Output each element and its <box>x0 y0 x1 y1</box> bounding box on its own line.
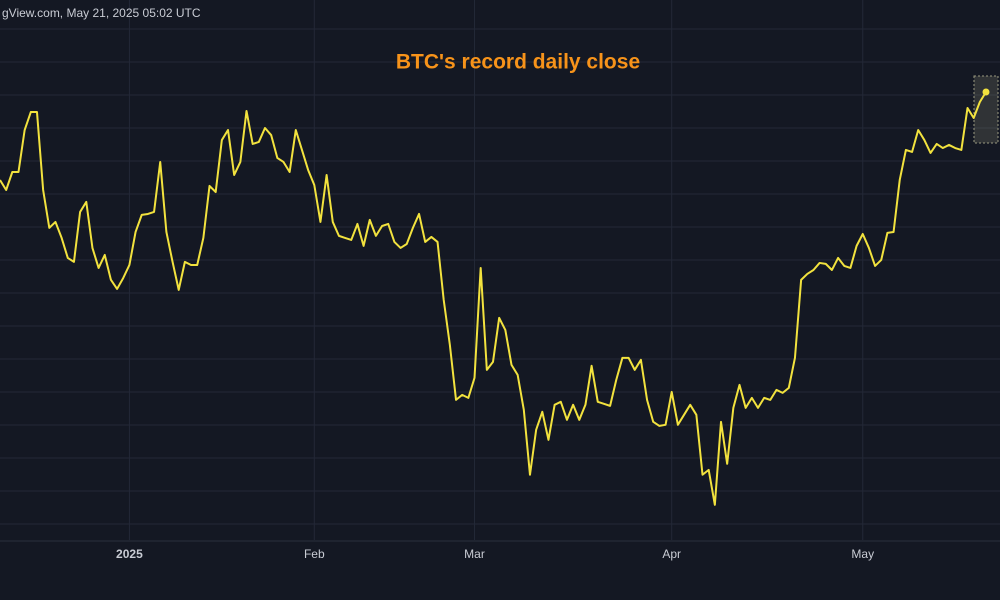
x-tick-label: Feb <box>304 547 325 561</box>
x-tick-label: Mar <box>464 547 485 561</box>
header-watermark: gView.com, May 21, 2025 05:02 UTC <box>2 6 201 20</box>
last-point <box>982 88 990 96</box>
chart-title: BTC's record daily close <box>396 51 640 74</box>
x-tick-label: May <box>851 547 874 561</box>
x-tick-label: Apr <box>662 547 681 561</box>
price-line <box>0 91 987 506</box>
horizontal-grid <box>0 28 1000 525</box>
x-tick-label: 2025 <box>116 547 143 561</box>
